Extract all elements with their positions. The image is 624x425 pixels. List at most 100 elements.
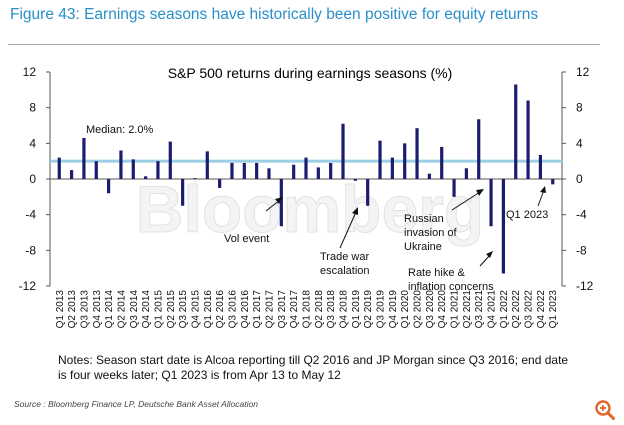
x-tick-label: Q3 2020 <box>425 290 436 329</box>
y-tick-left: -8 <box>25 243 36 257</box>
y-tick-left: 12 <box>23 65 37 79</box>
y-tick-right: 0 <box>576 172 583 186</box>
bar <box>427 173 431 179</box>
annotation-q1-2023-arrow <box>537 189 545 207</box>
bar <box>316 167 320 179</box>
y-tick-left: 0 <box>29 172 36 186</box>
bar <box>403 143 407 179</box>
bar <box>181 179 185 206</box>
x-tick-label: Q4 2020 <box>437 290 448 329</box>
y-tick-left: -12 <box>19 279 37 293</box>
bar <box>131 159 135 179</box>
bar <box>205 151 209 179</box>
x-tick-label: Q3 2015 <box>178 290 189 329</box>
bar <box>242 162 246 179</box>
x-tick-label: Q2 2021 <box>462 290 473 329</box>
bar <box>353 179 357 181</box>
x-tick-label: Q1 2019 <box>351 290 362 329</box>
figure-title: Figure 43: Earnings seasons have histori… <box>10 6 539 23</box>
x-tick-label: Q4 2016 <box>240 290 251 329</box>
bar <box>255 162 259 179</box>
x-tick-label: Q1 2016 <box>203 290 214 329</box>
bar <box>57 157 61 179</box>
x-tick-label: Q2 2017 <box>264 290 275 329</box>
annotation-trade-war-arrowhead <box>352 207 358 215</box>
annotation-trade-war-line1: Trade war <box>320 251 369 263</box>
y-tick-left: 4 <box>29 136 36 150</box>
y-tick-left: 8 <box>29 101 36 115</box>
x-tick-label: Q3 2018 <box>326 290 337 329</box>
bar <box>304 157 308 179</box>
bar <box>526 100 530 179</box>
bar <box>452 179 456 197</box>
x-tick-label: Q1 2015 <box>153 290 164 329</box>
bar <box>551 179 555 185</box>
bar <box>267 168 271 179</box>
bar <box>489 179 493 227</box>
x-tick-label: Q3 2019 <box>376 290 387 329</box>
x-tick-label: Q4 2018 <box>339 290 350 329</box>
bar <box>501 179 505 274</box>
annotation-q1-2023-arrowhead <box>540 186 546 193</box>
x-tick-label: Q2 2020 <box>413 290 424 329</box>
annotation-rate-hike-line1: Rate hike & <box>408 267 466 279</box>
x-tick-label: Q3 2017 <box>277 290 288 329</box>
annotation-russian-arrow <box>451 191 481 211</box>
bar <box>538 154 543 179</box>
bar <box>514 84 518 179</box>
bar <box>82 137 86 179</box>
bar <box>378 140 382 179</box>
bar <box>415 128 419 179</box>
annotation-rate-hike-arrow <box>479 254 491 267</box>
annotation-q1-2023: Q1 2023 <box>506 209 548 221</box>
x-tick-label: Q1 2017 <box>252 290 263 329</box>
annotation-vol-event-arrowhead <box>275 197 283 204</box>
x-tick-label: Q1 2018 <box>302 290 313 329</box>
x-tick-label: Q1 2014 <box>104 290 115 329</box>
bar <box>107 179 111 194</box>
x-tick-label: Q1 2021 <box>450 290 461 329</box>
annotation-russian-line1: Russian <box>404 213 444 225</box>
y-tick-right: -12 <box>576 279 594 293</box>
x-tick-label: Q4 2017 <box>289 290 300 329</box>
x-tick-label: Q4 2015 <box>190 290 201 329</box>
annotation-vol-event: Vol event <box>224 233 269 245</box>
chart-source: Source : Bloomberg Finance LP, Deutsche … <box>14 399 258 409</box>
y-tick-right: 4 <box>576 136 583 150</box>
bar <box>292 164 296 179</box>
median-label: Median: 2.0% <box>86 124 153 136</box>
annotation-rate-hike-arrowhead <box>486 251 493 258</box>
bar <box>390 157 394 179</box>
x-tick-label: Q2 2016 <box>215 290 226 329</box>
x-tick-label: Q3 2021 <box>474 290 485 329</box>
x-tick-label: Q1 2013 <box>55 290 66 329</box>
bar <box>279 179 283 227</box>
bar <box>464 168 468 179</box>
y-tick-right: 8 <box>576 101 583 115</box>
x-tick-label: Q3 2022 <box>524 290 535 329</box>
x-tick-label: Q2 2019 <box>363 290 374 329</box>
bar <box>477 119 481 179</box>
annotation-rate-hike-line2: inflation concerns <box>408 281 494 293</box>
x-tick-label: Q1 2023 <box>548 290 559 329</box>
x-tick-label: Q2 2022 <box>511 290 522 329</box>
x-tick-label: Q4 2014 <box>141 290 152 329</box>
x-tick-label: Q3 2013 <box>79 290 90 329</box>
title-divider <box>8 44 600 45</box>
bar <box>156 161 160 179</box>
bar <box>69 170 74 179</box>
chart-title: S&P 500 returns during earnings seasons … <box>168 65 453 81</box>
x-tick-label: Q4 2022 <box>536 290 547 329</box>
bar <box>94 161 98 179</box>
bar <box>193 178 197 179</box>
annotation-russian-line2: invasion of <box>404 227 458 239</box>
annotation-russian-line3: Ukraine <box>404 241 442 253</box>
chart-notes: Notes: Season start date is Alcoa report… <box>58 353 569 382</box>
bar <box>440 146 444 179</box>
x-tick-label: Q1 2022 <box>499 290 510 329</box>
bar <box>144 176 148 179</box>
x-tick-label: Q4 2019 <box>388 290 399 329</box>
annotation-russian-arrowhead <box>476 189 484 196</box>
zoom-in-icon[interactable] <box>594 399 616 421</box>
